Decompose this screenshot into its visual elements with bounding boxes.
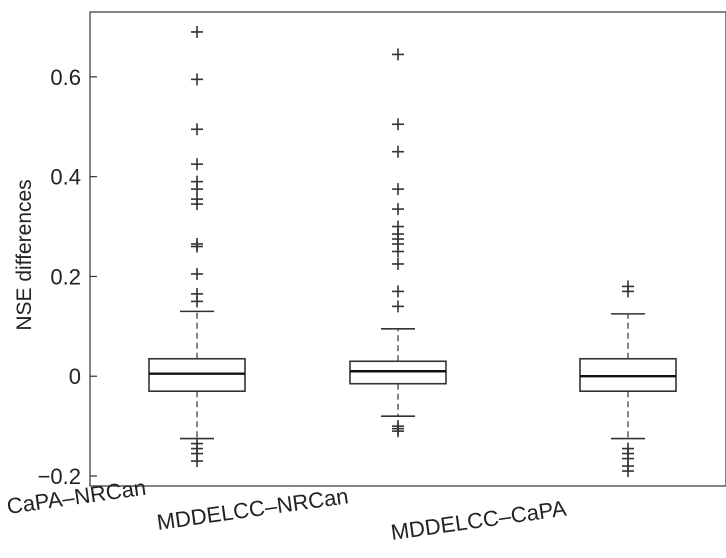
outlier-point — [191, 73, 203, 86]
iqr-box — [148, 357, 246, 393]
box-group — [349, 48, 447, 438]
outlier-point — [622, 285, 634, 298]
outlier-point — [191, 158, 203, 171]
outlier-point — [392, 48, 404, 61]
outlier-point — [392, 425, 404, 438]
outlier-point — [191, 295, 203, 308]
outlier-point — [392, 183, 404, 196]
iqr-box — [349, 360, 447, 385]
outlier-point — [392, 145, 404, 158]
x-category-label: MDDELCC–CaPA — [389, 496, 568, 545]
x-axis-labels: CaPA–NRCan MDDELCC–NRCan MDDELCC–CaPA — [5, 475, 568, 545]
x-category-label: MDDELCC–NRCan — [155, 483, 350, 535]
outlier-point — [392, 285, 404, 298]
boxes-group — [148, 25, 677, 478]
outlier-point — [191, 267, 203, 280]
outlier-point — [392, 300, 404, 313]
outlier-point — [392, 245, 404, 258]
outlier-point — [392, 118, 404, 131]
outlier-point — [622, 465, 634, 478]
y-tick-label: −0.2 — [38, 464, 81, 489]
y-tick-label: 0.4 — [50, 165, 81, 190]
y-axis: −0.2 0 0.2 0.4 0.6 — [38, 65, 97, 489]
outlier-point — [191, 455, 203, 468]
outlier-point — [191, 25, 203, 38]
y-tick-label: 0.2 — [50, 264, 81, 289]
y-tick-label: 0.6 — [50, 65, 81, 90]
plot-frame — [89, 11, 726, 487]
outlier-point — [392, 257, 404, 270]
outlier-point — [392, 203, 404, 216]
iqr-box — [579, 357, 677, 393]
box-group — [148, 25, 246, 468]
outlier-point — [191, 198, 203, 211]
y-tick-label: 0 — [69, 364, 81, 389]
y-axis-title: NSE differences — [13, 179, 36, 330]
box-group — [579, 280, 677, 478]
outlier-point — [191, 240, 203, 253]
outlier-point — [191, 123, 203, 136]
